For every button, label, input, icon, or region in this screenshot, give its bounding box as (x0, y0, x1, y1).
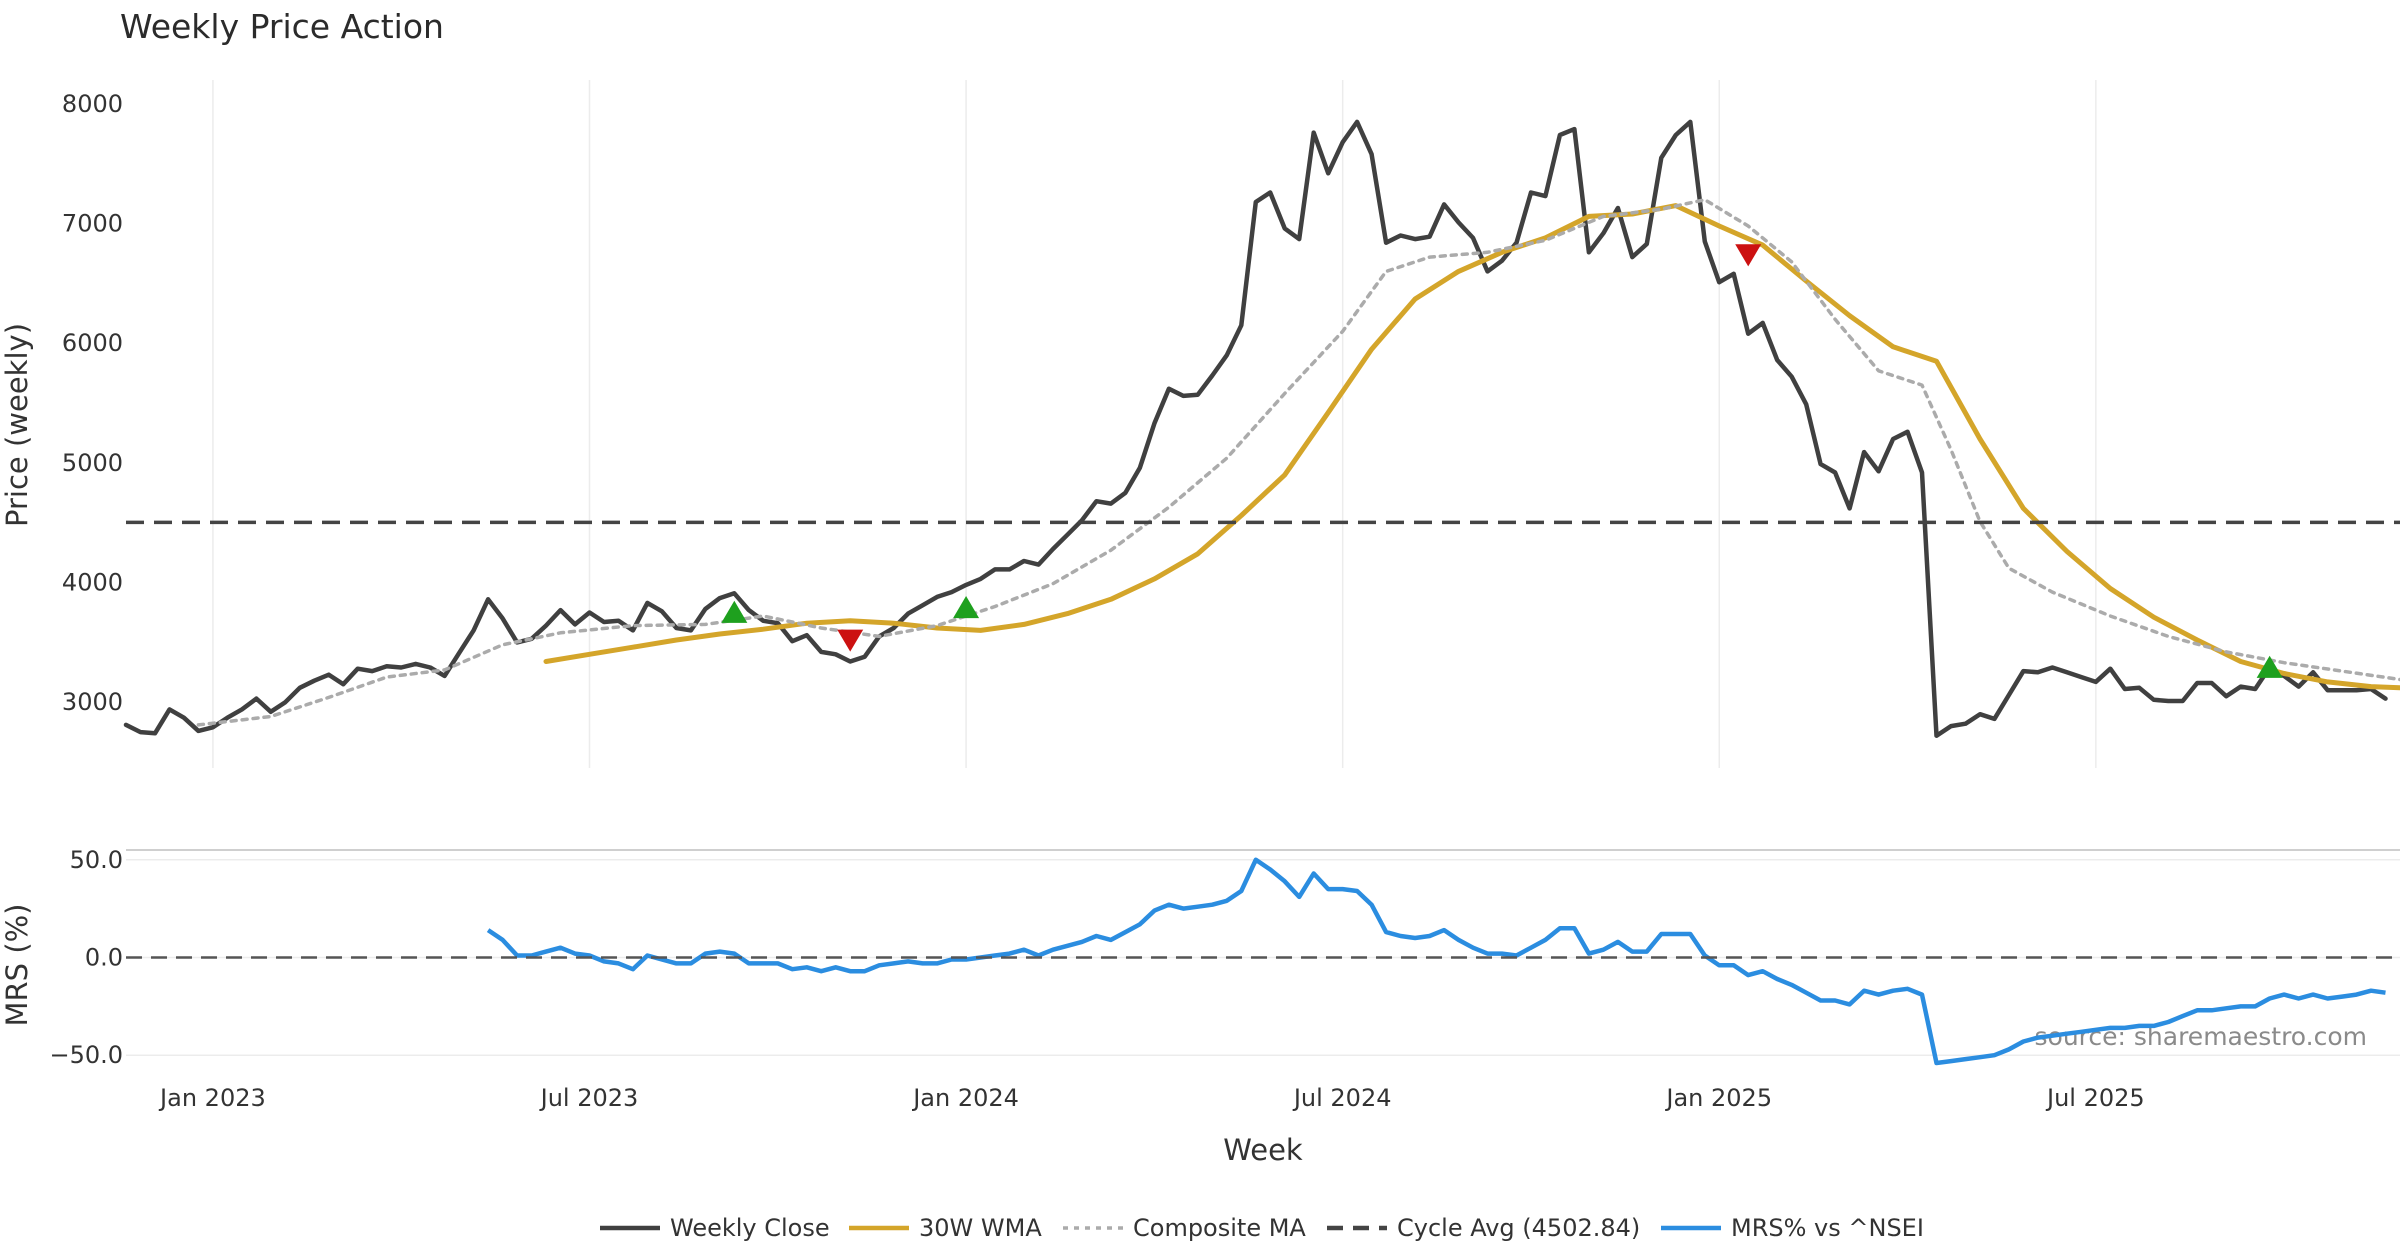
price-axis-title: Price (weekly) (0, 323, 34, 527)
30w-wma-series (543, 203, 2400, 691)
x-tick-label: Jul 2025 (2045, 1084, 2145, 1112)
weekly-close-series (123, 119, 2388, 738)
price-y-tick-label: 3000 (62, 688, 123, 716)
price-y-tick-label: 4000 (62, 569, 123, 597)
buy-signal-marker (953, 595, 980, 619)
mrs-y-tick-label: 50.0 (70, 846, 123, 874)
sell-signal-marker (1735, 244, 1762, 267)
x-tick-label: Jul 2024 (1292, 1084, 1392, 1112)
price-y-tick-label: 7000 (62, 210, 123, 238)
chart-title: Weekly Price Action (120, 7, 444, 46)
price-y-tick-label: 8000 (62, 90, 123, 118)
price-y-tick-label: 6000 (62, 329, 123, 357)
legend-label: 30W WMA (919, 1214, 1042, 1242)
price-panel: 3000 4000 5000 6000 7000 8000 (62, 80, 2400, 768)
mrs-y-tick-label: 0.0 (85, 944, 123, 972)
price-y-tick-label: 5000 (62, 449, 123, 477)
mrs-y-tick-label: −50.0 (49, 1041, 123, 1069)
composite-ma-series (196, 197, 2400, 727)
x-tick-label: Jan 2024 (911, 1084, 1019, 1112)
mrs-axis-title: MRS (%) (0, 904, 34, 1027)
buy-signal-marker (721, 600, 748, 623)
x-tick-label: Jan 2025 (1664, 1084, 1772, 1112)
legend-label: MRS% vs ^NSEI (1731, 1214, 1924, 1242)
legend-label: Weekly Close (670, 1214, 830, 1242)
x-tick-label: Jan 2023 (158, 1084, 266, 1112)
legend: Weekly Close 30W WMA Composite MA Cycle Avg… (600, 1214, 1924, 1242)
source-annotation: source: sharemaestro.com (2035, 1022, 2368, 1051)
mrs-panel: 50.0 0.0 −50.0 Jan 2023 Jul 2023 Jan 2024 Jul … (49, 846, 2400, 1112)
mrs-series (486, 857, 2386, 1066)
buy-signal-marker (2256, 655, 2283, 678)
sell-signal-marker (837, 629, 864, 652)
x-tick-label: Jul 2023 (539, 1084, 639, 1112)
legend-label: Composite MA (1133, 1214, 1306, 1242)
legend-label: Cycle Avg (4502.84) (1397, 1214, 1640, 1242)
x-axis-title: Week (1223, 1133, 1303, 1167)
